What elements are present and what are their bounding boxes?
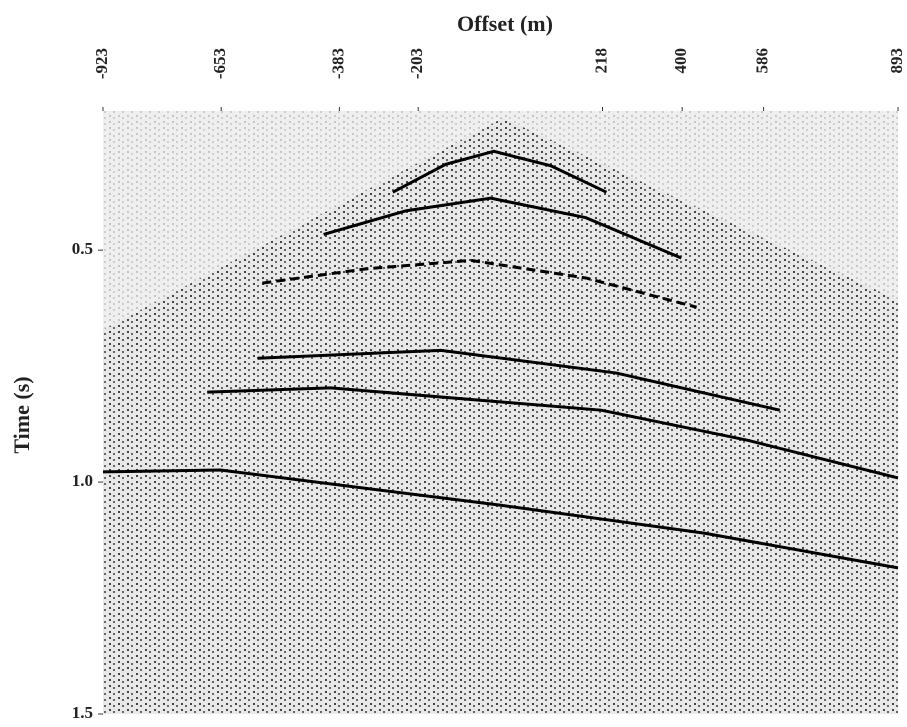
x-tick-label: 400 xyxy=(671,48,690,74)
y-tick-label: 0.5 xyxy=(72,239,93,258)
x-axis-label: Offset (m) xyxy=(457,11,553,36)
x-tick-label: -923 xyxy=(92,48,111,79)
y-tick-label: 1.5 xyxy=(72,703,93,722)
chart: Offset (m) Time (s) -923 -653 -383 -203 218 4… xyxy=(0,0,907,727)
x-tick-label: -653 xyxy=(210,48,229,79)
y-axis-label: Time (s) xyxy=(9,376,34,453)
x-tick-label: 586 xyxy=(753,48,772,74)
x-tick-label: 218 xyxy=(591,48,610,74)
x-tick-label: -203 xyxy=(407,48,426,79)
x-tick-label: 893 xyxy=(887,48,906,74)
y-tick-label: 1.0 xyxy=(72,471,93,490)
x-tick-label: -383 xyxy=(328,48,347,79)
